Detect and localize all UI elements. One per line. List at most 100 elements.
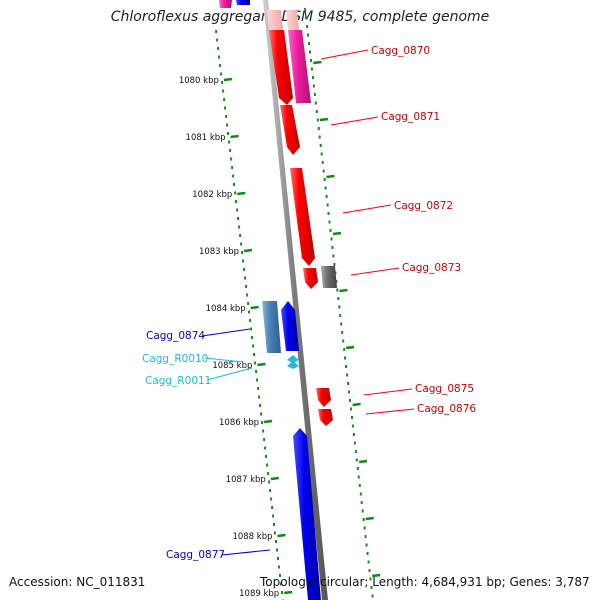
scale-dot: [304, 8, 307, 11]
scale-dot: [246, 293, 249, 297]
scale-dot: [224, 106, 227, 110]
gene-feature-partial-pink: [219, 0, 232, 8]
scale-dot: [260, 412, 263, 416]
scale-dot: [229, 149, 232, 152]
scale-tick-label: 1082 kbp: [192, 190, 232, 200]
gene-label-cagg-0875: Cagg_0875: [415, 383, 474, 395]
scale-dot: [369, 577, 372, 581]
scale-dot: [305, 16, 308, 20]
scale-dot: [243, 268, 246, 271]
scale-dot: [245, 285, 248, 288]
scale-tick-label: 1086 kbp: [219, 418, 259, 428]
gene-leader-cagg-0874: [201, 328, 251, 337]
scale-tick-right: [365, 516, 374, 521]
scale-tick-left: [223, 77, 233, 82]
gene-feature-cagg-0876: [318, 409, 333, 426]
scale-dot: [353, 441, 356, 445]
scale-dot: [244, 276, 247, 280]
scale-tick-right: [332, 231, 342, 236]
scale-dot: [368, 569, 371, 572]
gene-label-cagg-0871: Cagg_0871: [381, 111, 440, 123]
scale-dot: [266, 463, 269, 467]
scale-dot: [362, 518, 365, 521]
gene-label-cagg-0870: Cagg_0870: [371, 45, 430, 57]
scale-tick-label: 1085 kbp: [212, 361, 252, 371]
scale-dot: [349, 399, 351, 402]
gene-leader-cagg-0870: [320, 49, 369, 60]
gene-label-cagg-0874: Cagg_0874: [146, 330, 205, 342]
scale-dot: [273, 523, 275, 526]
scale-dot: [340, 322, 343, 326]
gene-labels: Cagg_0870 Cagg_0871 Cagg_0872 Cagg_0873 …: [142, 45, 476, 561]
scale-tick-right: [313, 60, 322, 65]
scale-dot: [316, 118, 319, 122]
scale-dot: [277, 557, 279, 560]
scale-dot: [255, 370, 258, 373]
scale-dot: [314, 101, 317, 105]
scale-dot: [365, 543, 368, 547]
scale-ticks: 1080 kbp 1081 kbp 1082 kbp 1083 kbp 1084 kbp…: [179, 60, 381, 599]
scale-dot: [310, 59, 312, 62]
scale-dot: [228, 140, 231, 144]
scale-dot: [237, 217, 240, 220]
gene-label-cagg-0876: Cagg_0876: [417, 403, 476, 415]
scale-dot: [253, 353, 256, 356]
scale-dot: [242, 259, 245, 263]
scale-dot: [268, 480, 271, 484]
scale-dot: [330, 237, 333, 241]
scale-dot: [347, 382, 350, 385]
genome-backbone: [263, 0, 328, 600]
scale-dot: [311, 76, 314, 79]
scale-dot: [308, 42, 310, 45]
gene-feature-cagg-0877: [293, 428, 321, 600]
scale-tick-label: 1088 kbp: [232, 532, 272, 542]
scale-dot: [307, 33, 309, 37]
scale-dot: [261, 421, 264, 424]
scale-tick-right: [352, 402, 361, 407]
scale-dot: [357, 475, 360, 479]
scale-dot: [250, 327, 253, 331]
scale-dot: [235, 200, 238, 203]
scale-tick-left: [230, 134, 239, 139]
scale-dot: [247, 302, 250, 305]
genome-title: Chloroflexus aggregans DSM 9485, complet…: [110, 9, 490, 25]
scale-dot: [367, 560, 370, 564]
scale-dot: [227, 132, 230, 135]
gene-leader-cagg-0873: [350, 267, 400, 276]
scale-dot: [221, 81, 224, 84]
scale-dot: [363, 526, 366, 530]
scale-dot: [241, 251, 244, 254]
scale-dot: [278, 565, 280, 569]
scale-dot: [267, 472, 270, 475]
scale-tick-right: [358, 459, 368, 464]
scale-tick-label: 1087 kbp: [226, 475, 266, 485]
scale-dot: [327, 212, 330, 215]
scale-dot: [217, 47, 220, 50]
scale-dot: [356, 467, 359, 470]
scale-dot: [238, 225, 241, 229]
scale-tick-right: [372, 573, 381, 578]
gene-leader-cagg-r0011: [206, 367, 253, 381]
scale-dot: [371, 594, 374, 598]
scale-dot: [312, 84, 315, 88]
scale-dot: [315, 110, 318, 113]
scale-dotted-lines: [215, 8, 374, 600]
gene-feature-cagg-0870-pink: [288, 30, 311, 103]
scale-dot: [345, 365, 348, 368]
scale-dot: [337, 297, 340, 300]
scale-tick-label: 1089 kbp: [239, 589, 279, 599]
scale-dot: [249, 319, 252, 322]
scale-dot: [329, 229, 332, 232]
scale-dot: [310, 67, 313, 71]
scale-dot: [322, 169, 325, 173]
scale-dot: [236, 208, 239, 212]
scale-dot: [352, 433, 355, 436]
gene-leader-cagg-0871: [330, 116, 379, 126]
scale-dot: [269, 489, 272, 492]
scale-dot: [234, 191, 237, 195]
scale-dot: [271, 506, 274, 509]
scale-dot: [219, 64, 222, 67]
scale-dot: [324, 186, 327, 190]
scale-dot: [318, 135, 321, 139]
gene-feature-cagg-0873: [303, 268, 318, 289]
